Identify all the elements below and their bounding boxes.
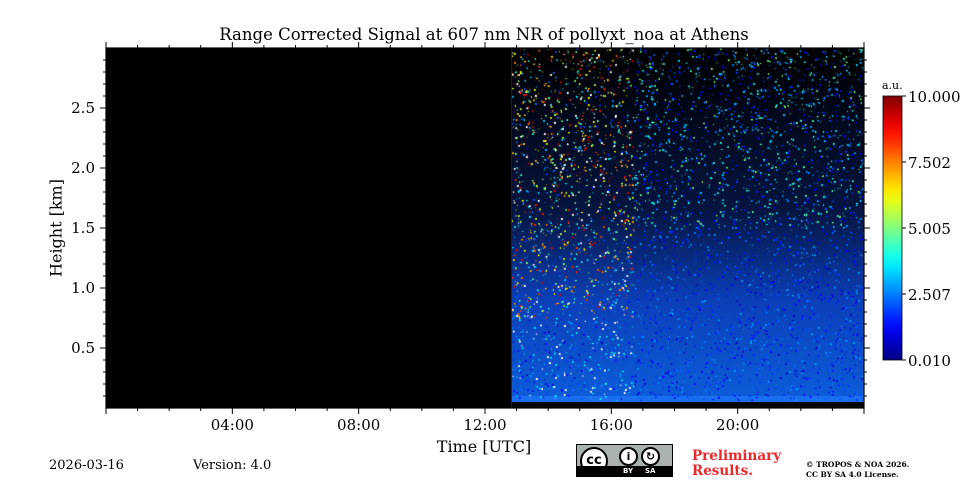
y-tick-label: 2.5 [71,99,95,117]
x-tick-label: 12:00 [463,416,506,434]
preliminary-line-2: Results. [692,463,753,479]
colorbar [882,95,903,361]
colorbar-unit-label: a.u. [882,79,903,92]
y-tick-label: 0.5 [71,339,95,357]
share-alike-icon: ↻ [641,447,660,466]
y-tick-label: 1.5 [71,219,95,237]
person-icon: i [619,447,638,466]
footer-date: 2026-03-16 [49,458,124,473]
x-tick-label: 16:00 [590,416,633,434]
y-tick-label: 1.0 [71,279,95,297]
colorbar-tick-label: 5.005 [908,220,951,238]
preliminary-line-1: Preliminary [692,448,782,464]
cc-license-logo: cc i ↻ BY SA [576,444,673,477]
preliminary-notice: Preliminary Results. [692,449,781,479]
cc-by-label: BY [623,467,634,475]
x-tick-label: 08:00 [337,416,380,434]
cc-band [577,466,672,476]
copyright-line-1: © TROPOS & NOA 2026. [806,460,910,469]
copyright-notice: © TROPOS & NOA 2026. CC BY SA 4.0 Licens… [806,460,909,480]
x-axis-label: Time [UTC] [436,437,532,456]
colorbar-tick-label: 0.010 [908,352,951,370]
y-tick-label: 2.0 [71,159,95,177]
x-tick-label: 20:00 [716,416,759,434]
copyright-line-2: CC BY SA 4.0 License. [806,470,899,479]
x-tick-label: 04:00 [211,416,254,434]
signal-speckle [511,48,864,408]
colorbar-tick-label: 10.000 [908,88,960,106]
footer-version: Version: 4.0 [193,458,272,473]
no-data-region [106,48,512,408]
cc-sa-label: SA [645,467,656,475]
chart-title: Range Corrected Signal at 607 nm NR of p… [219,25,749,44]
y-axis-label: Height [km] [46,179,66,277]
colorbar-tick-label: 2.507 [908,286,951,304]
colorbar-tick-label: 7.502 [908,154,951,172]
